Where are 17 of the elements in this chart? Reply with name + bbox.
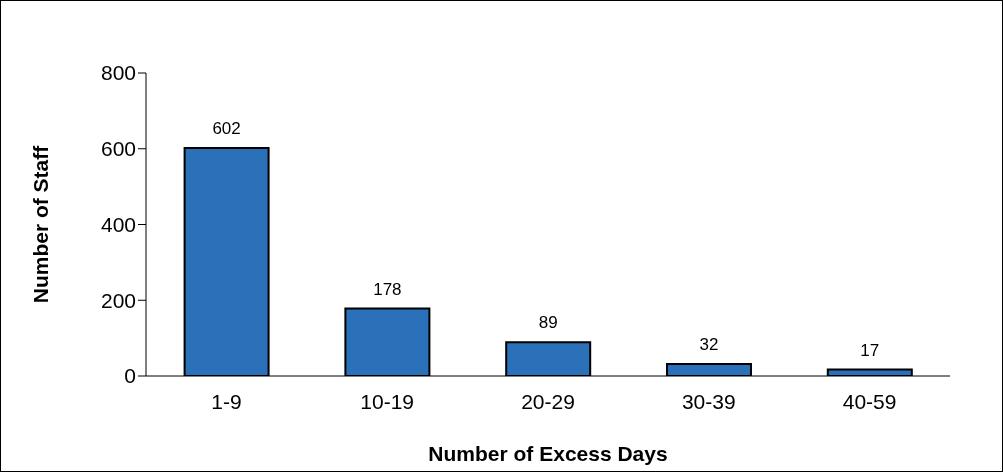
data-label: 602 <box>212 118 241 138</box>
y-tick-label: 0 <box>124 364 136 388</box>
x-tick-label: 40-59 <box>842 389 897 413</box>
x-tick-label: 1-9 <box>211 389 242 413</box>
x-tick-label: 10-19 <box>360 389 415 413</box>
y-tick-label: 800 <box>100 61 136 85</box>
x-tick-label: 30-39 <box>681 389 736 413</box>
y-tick-label: 400 <box>100 212 136 236</box>
x-tick-label: 20-29 <box>521 389 575 413</box>
data-label: 32 <box>699 334 719 354</box>
data-label: 89 <box>538 313 558 333</box>
data-label: 17 <box>860 340 880 360</box>
y-axis-title: Number of Staff <box>29 144 53 304</box>
y-tick-label: 200 <box>100 288 136 312</box>
y-tick-label: 600 <box>100 137 136 161</box>
x-axis-title: Number of Excess Days <box>428 442 668 465</box>
data-label: 178 <box>373 279 402 299</box>
